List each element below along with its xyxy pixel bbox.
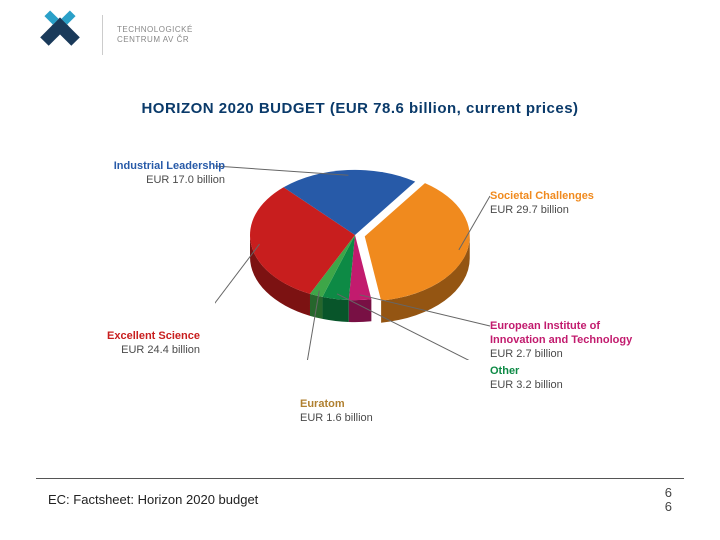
slice-label-euratom: EuratomEUR 1.6 billion <box>300 398 373 426</box>
logo-text-line2: CENTRUM AV ČR <box>117 35 193 45</box>
slice-label-other: OtherEUR 3.2 billion <box>490 365 563 393</box>
page-number: 6 6 <box>665 486 672 513</box>
page-number-bottom: 6 <box>665 500 672 514</box>
logo-mark-icon <box>30 8 90 62</box>
logo-text-line1: TECHNOLOGICKÉ <box>117 25 193 35</box>
slice-label-industrial: Industrial LeadershipEUR 17.0 billion <box>95 160 225 188</box>
slice-label-societal: Societal ChallengesEUR 29.7 billion <box>490 190 594 218</box>
slice-label-science: Excellent ScienceEUR 24.4 billion <box>70 330 200 358</box>
pie-chart <box>215 140 495 360</box>
footer-rule <box>36 478 684 479</box>
slice-label-eit: European Institute ofInnovation and Tech… <box>490 320 632 361</box>
page-number-top: 6 <box>665 486 672 500</box>
footer-source: EC: Factsheet: Horizon 2020 budget <box>48 492 258 507</box>
org-logo: TECHNOLOGICKÉ CENTRUM AV ČR <box>30 8 193 62</box>
chart-title: HORIZON 2020 BUDGET (EUR 78.6 billion, c… <box>0 100 720 117</box>
logo-text: TECHNOLOGICKÉ CENTRUM AV ČR <box>102 15 193 55</box>
